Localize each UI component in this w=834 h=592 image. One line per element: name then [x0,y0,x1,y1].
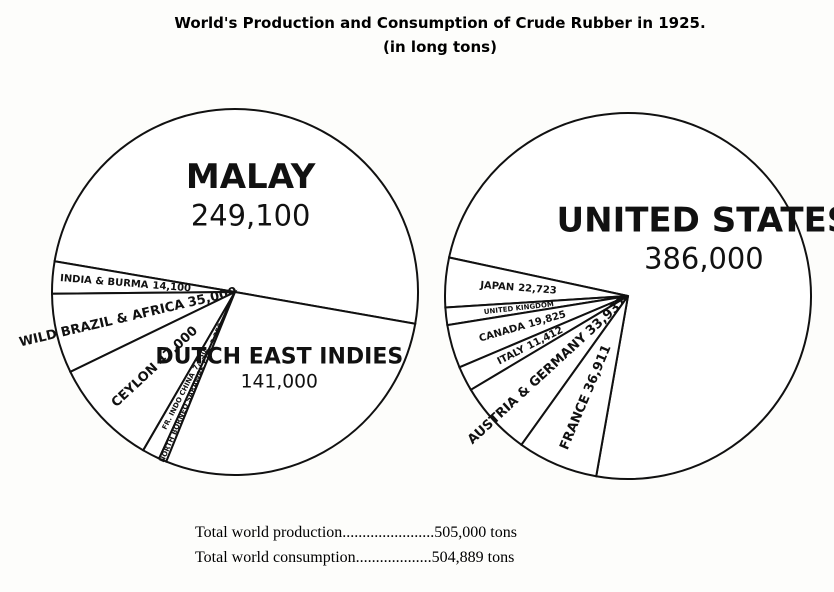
category-label: DUTCH EAST INDIES [155,344,403,369]
chart-subtitle: (in long tons) [383,38,497,56]
pie-slice [447,112,812,480]
slice-label: MALAY 249,100 [186,157,316,232]
slice-label: UNITED STATES 386,000 [557,200,834,275]
value-label: 141,000 [241,371,318,392]
footer-line: Total world consumption.................… [195,549,514,566]
value-label: 249,100 [191,199,310,233]
category-label: JAPAN [479,280,515,294]
value-label: 22,723 [518,283,557,297]
slice-label: JAPAN 22,723 [479,280,557,297]
category-label: UNITED STATES [557,200,834,240]
category-label: MALAY [186,157,316,197]
value-label: 386,000 [644,242,763,276]
pie-slice [520,295,629,478]
footer-line: Total world production..................… [195,524,517,541]
chart-title: World's Production and Consumption of Cr… [174,14,705,32]
slice-label: DUTCH EAST INDIES 141,000 [155,344,403,392]
pie-slice [164,290,417,476]
pie-slice [69,289,238,452]
pie-slice [53,108,419,325]
value-label: 14,100 [152,280,191,294]
